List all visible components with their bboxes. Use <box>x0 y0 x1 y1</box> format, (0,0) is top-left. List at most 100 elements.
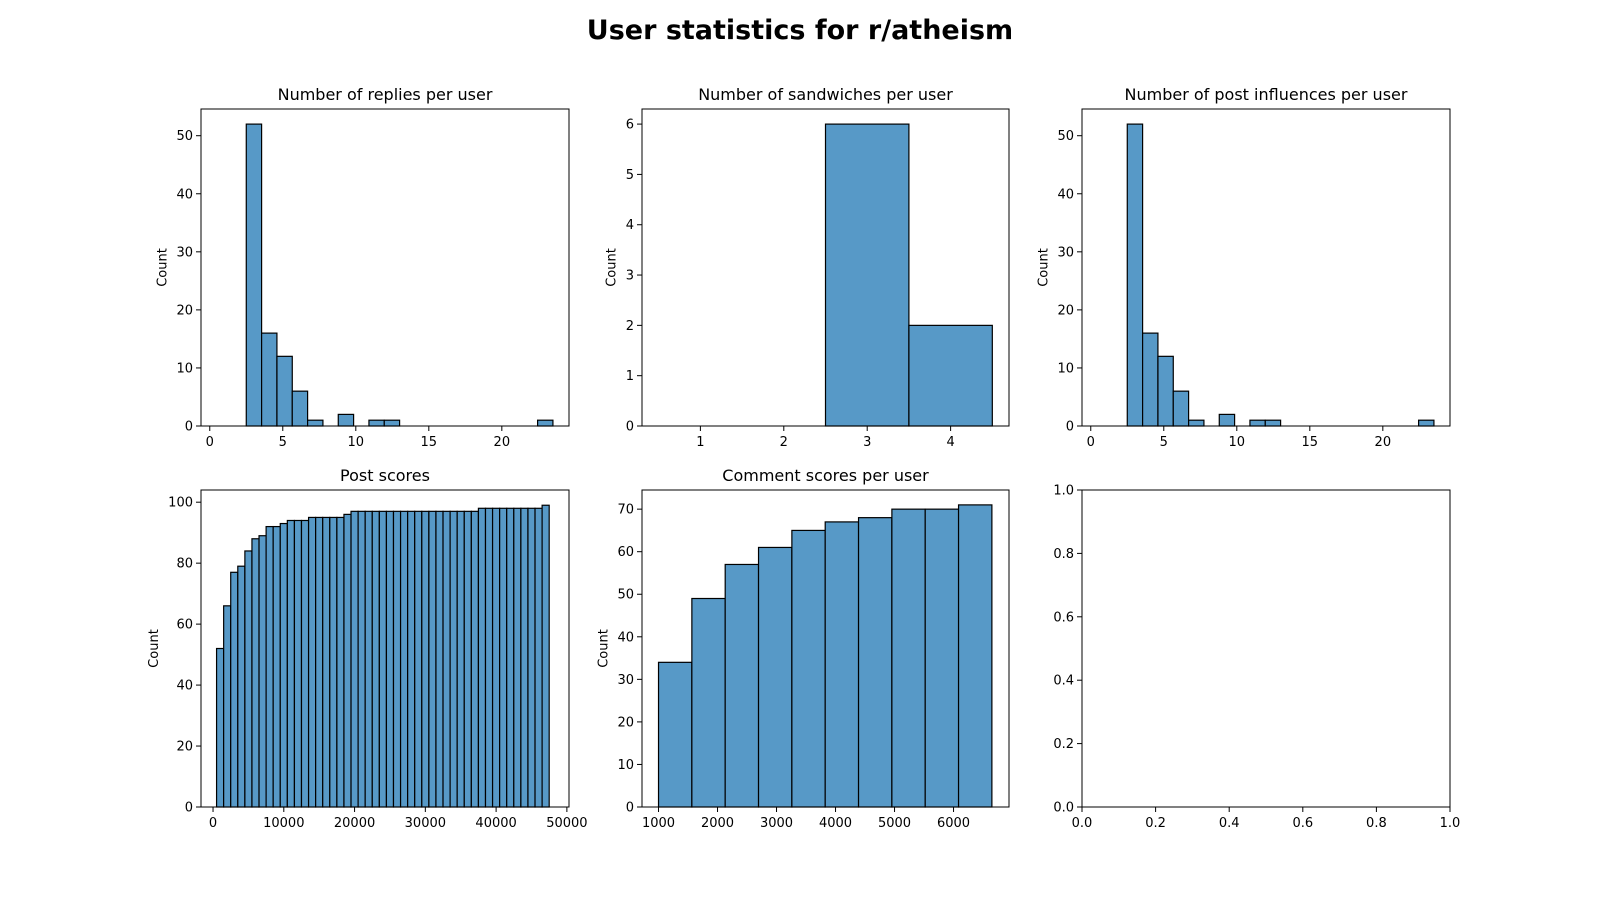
x-tick-label: 0.4 <box>1219 816 1240 831</box>
bar <box>371 510 380 808</box>
bar <box>499 507 508 808</box>
y-tick-label: 0 <box>185 801 193 816</box>
bar <box>272 525 281 808</box>
bar <box>286 519 296 808</box>
bar <box>368 419 385 427</box>
y-tick-label: 20 <box>176 740 193 755</box>
x-tick-label: 6000 <box>937 816 970 831</box>
bar <box>307 516 317 808</box>
x-tick-label: 0.8 <box>1366 816 1387 831</box>
chart-4: 0 10000 20000 30000 40000 50000 0 20 40 60 80 100 Po… <box>147 466 587 831</box>
y-tick-label: 20 <box>617 715 634 730</box>
y-tick-label: 0.4 <box>1053 674 1074 689</box>
plot-frame <box>200 108 570 427</box>
y-tick-label: 5 <box>626 168 634 183</box>
x-tick-label: 1 <box>696 435 704 450</box>
bar <box>337 413 355 427</box>
bar <box>1172 390 1190 427</box>
bar <box>520 507 529 808</box>
bar <box>407 510 416 808</box>
plot-frame <box>200 489 570 808</box>
bar <box>230 571 239 808</box>
bar <box>1187 419 1205 427</box>
bar <box>300 519 310 808</box>
bar <box>891 508 926 808</box>
y-tick-label: 0.2 <box>1053 737 1074 752</box>
x-tick-label: 0.6 <box>1292 816 1313 831</box>
y-tick-label: 40 <box>176 679 193 694</box>
y-tick-label: 10 <box>176 361 193 376</box>
bar <box>261 332 278 427</box>
x-tick-label: 3 <box>863 435 871 450</box>
x-tick-label: 2000 <box>701 816 734 831</box>
y-tick-label: 0 <box>185 420 193 435</box>
bar <box>265 525 274 808</box>
bar <box>1264 419 1282 427</box>
x-tick-label: 10 <box>1229 435 1246 450</box>
bar <box>1218 413 1236 427</box>
x-tick-label: 0 <box>209 816 217 831</box>
bar <box>491 507 501 808</box>
bar <box>364 510 373 808</box>
bar <box>279 522 288 808</box>
x-tick-label: 5 <box>279 435 287 450</box>
chart-title: Post scores <box>340 466 430 485</box>
bar <box>322 516 331 808</box>
bar <box>824 521 860 808</box>
x-tick-label: 0.2 <box>1145 816 1166 831</box>
y-axis-label: Count <box>1036 248 1051 287</box>
bar <box>536 419 554 427</box>
bar <box>244 550 253 808</box>
y-axis-label: Count <box>147 629 162 668</box>
bar <box>541 504 550 808</box>
y-tick-label: 40 <box>1057 187 1074 202</box>
y-tick-label: 10 <box>617 758 634 773</box>
bar <box>857 517 893 808</box>
y-tick-label: 30 <box>617 673 634 688</box>
x-tick-label: 0 <box>1087 435 1095 450</box>
bar <box>463 510 472 808</box>
y-tick-label: 50 <box>617 588 634 603</box>
bar <box>477 507 487 808</box>
bar <box>399 510 409 808</box>
x-tick-label: 5 <box>1160 435 1168 450</box>
y-tick-label: 0.6 <box>1053 610 1074 625</box>
x-tick-label: 4 <box>946 435 954 450</box>
bar <box>383 419 401 427</box>
bar <box>421 510 430 808</box>
x-tick-label: 30000 <box>405 816 446 831</box>
bar <box>1126 123 1144 427</box>
x-tick-label: 15 <box>1302 435 1319 450</box>
bar <box>435 510 444 808</box>
bar <box>392 510 402 808</box>
y-tick-label: 1 <box>626 369 634 384</box>
x-tick-label: 40000 <box>475 816 516 831</box>
y-tick-label: 3 <box>626 269 634 284</box>
bar <box>1249 419 1266 427</box>
bar <box>215 647 225 808</box>
y-tick-label: 30 <box>176 245 193 260</box>
bar <box>414 510 423 808</box>
y-tick-label: 30 <box>1057 245 1074 260</box>
x-tick-label: 50000 <box>546 816 587 831</box>
y-tick-label: 4 <box>626 218 634 233</box>
x-tick-label: 5000 <box>878 816 911 831</box>
bar <box>442 510 451 808</box>
bar <box>223 605 232 808</box>
bar <box>251 538 260 808</box>
bar <box>350 510 359 808</box>
x-tick-label: 3000 <box>760 816 793 831</box>
y-tick-label: 0.8 <box>1053 547 1074 562</box>
x-tick-label: 15 <box>421 435 438 450</box>
x-tick-label: 1000 <box>642 816 675 831</box>
bar <box>449 510 458 808</box>
chart-title: Number of replies per user <box>278 85 493 104</box>
bar <box>456 510 465 808</box>
y-tick-label: 50 <box>176 129 193 144</box>
bar <box>484 507 494 808</box>
y-tick-label: 1.0 <box>1053 484 1074 499</box>
x-tick-label: 10 <box>348 435 365 450</box>
y-tick-label: 6 <box>626 118 634 133</box>
bar <box>657 661 693 808</box>
